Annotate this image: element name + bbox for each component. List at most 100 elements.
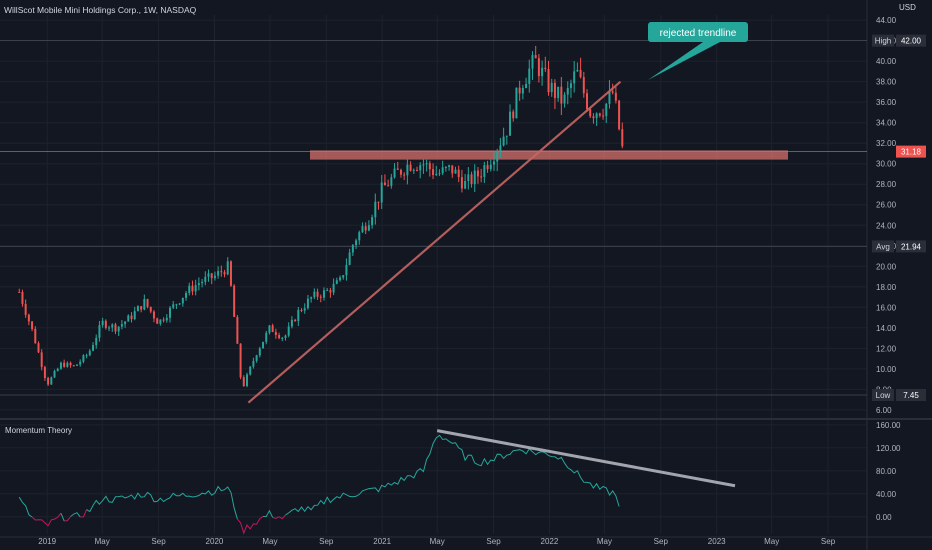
candle-body (573, 71, 576, 84)
candle-body (149, 306, 152, 312)
price-tick-label: 24.00 (876, 221, 897, 230)
time-tick-label: Sep (821, 537, 836, 546)
time-tick-label: 2022 (541, 537, 559, 546)
candle-body (316, 291, 319, 297)
candle-body (598, 113, 601, 116)
candle-body (525, 83, 528, 88)
price-label-name: High (875, 37, 891, 46)
time-tick-label: 2021 (373, 537, 391, 546)
candle-body (201, 281, 204, 284)
candle-body (239, 343, 242, 378)
candle-body (361, 226, 364, 233)
candle-body (326, 290, 329, 292)
candle-body (351, 245, 354, 253)
candle-body (290, 319, 293, 327)
candle-body (152, 311, 155, 319)
candle-body (451, 165, 454, 174)
candle-body (265, 332, 268, 342)
candle-body (496, 151, 499, 162)
candle-body (233, 285, 236, 317)
momentum-tick-label: 40.00 (876, 490, 897, 499)
time-tick-label: Sep (486, 537, 501, 546)
candle-body (355, 240, 358, 246)
price-tick-label: 10.00 (876, 365, 897, 374)
candle-body (85, 355, 88, 357)
candle-body (428, 163, 431, 170)
price-value-text: 7.45 (903, 391, 919, 400)
price-tick-label: 38.00 (876, 78, 897, 87)
candle-body (63, 362, 66, 367)
candle-body (473, 170, 476, 185)
candle-body (509, 111, 512, 136)
candle-body (435, 173, 438, 176)
candle-body (528, 68, 531, 84)
candle-body (213, 275, 216, 279)
candle-body (335, 280, 338, 284)
candle-body (492, 161, 495, 165)
price-value-tag (896, 240, 926, 253)
candle-body (547, 69, 550, 93)
time-tick-label: May (430, 537, 445, 546)
candle-body (406, 164, 409, 176)
candle-body (371, 217, 374, 226)
candle-body (432, 169, 435, 176)
candle-body (262, 341, 265, 349)
candle-body (512, 111, 515, 119)
candle-body (50, 377, 53, 385)
time-tick-label: 2019 (38, 537, 56, 546)
time-tick-label: 2020 (206, 537, 224, 546)
price-tick-label: 26.00 (876, 201, 897, 210)
candle-body (518, 87, 521, 94)
candle-body (258, 348, 261, 356)
candle-body (416, 169, 418, 171)
candle-body (576, 69, 579, 72)
momentum-tick-label: 80.00 (876, 467, 897, 476)
candle-body (319, 296, 322, 298)
candle-body (101, 320, 104, 326)
candle-body (329, 290, 332, 293)
candle-body (460, 177, 463, 189)
candle-body (300, 309, 303, 311)
candle-body (441, 167, 444, 174)
currency-label: USD (899, 3, 916, 12)
candle-body (169, 307, 172, 318)
candle-body (281, 337, 284, 339)
candle-body (313, 291, 316, 298)
candle-body (117, 326, 120, 332)
candle-body (92, 345, 95, 351)
candle-body (560, 86, 563, 104)
candle-body (140, 306, 143, 310)
candle-body (605, 103, 608, 117)
candle-body (181, 297, 184, 304)
candle-body (480, 176, 483, 178)
momentum-line (80, 509, 88, 518)
candle-body (582, 77, 585, 94)
candle-body (345, 264, 348, 276)
candle-body (614, 92, 617, 101)
momentum-trendline (436, 429, 736, 488)
momentum-line (18, 496, 33, 518)
candle-body (210, 273, 213, 279)
candle-body (521, 87, 524, 94)
rejected-trendline (247, 80, 622, 404)
price-tick-label: 20.00 (876, 262, 897, 271)
candle-body (287, 326, 290, 336)
candle-body (611, 91, 614, 93)
candle-body (162, 319, 165, 321)
candle-body (165, 317, 168, 321)
candle-body (40, 352, 43, 368)
candle-body (592, 116, 595, 119)
price-value-tag (896, 145, 926, 158)
candle-body (586, 93, 589, 110)
candle-body (374, 201, 377, 218)
candle-body (566, 87, 569, 95)
price-value-text: 21.94 (901, 242, 922, 251)
candle-body (274, 332, 277, 336)
price-value-text: 42.00 (901, 37, 922, 46)
price-tick-label: 44.00 (876, 16, 897, 25)
candle-body (399, 169, 402, 175)
candle-body (124, 321, 127, 325)
candle-body (242, 377, 245, 387)
candle-body (464, 181, 467, 189)
